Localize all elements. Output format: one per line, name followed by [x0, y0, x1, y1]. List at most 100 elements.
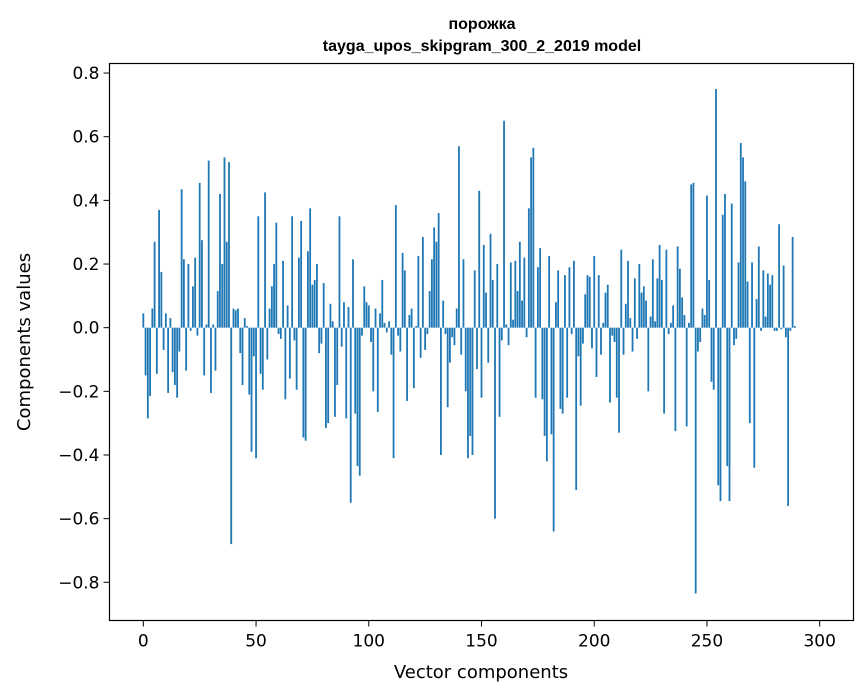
bar-78: [318, 327, 321, 354]
bar-168: [521, 300, 523, 328]
y-tick-label: 0.4: [72, 191, 99, 211]
bar-216: [629, 318, 632, 328]
bar-63: [284, 327, 287, 400]
bar-51: [257, 216, 260, 328]
bar-184: [557, 270, 560, 328]
bar-77: [316, 264, 318, 328]
y-tick-label: 0.0: [72, 319, 99, 339]
bar-146: [471, 327, 474, 455]
bar-188: [566, 327, 569, 398]
bar-198: [588, 276, 591, 328]
bar-156: [494, 327, 496, 519]
bar-56: [268, 308, 271, 328]
bar-105: [379, 313, 381, 328]
bar-37: [225, 241, 228, 328]
bar-97: [361, 327, 363, 336]
bar-176: [539, 248, 542, 328]
bar-45: [243, 318, 246, 328]
bar-74: [309, 208, 312, 328]
bar-79: [320, 327, 323, 344]
bar-29: [207, 160, 210, 328]
bar-280: [773, 327, 776, 331]
bar-112: [394, 205, 397, 328]
bar-108: [385, 327, 388, 333]
bar-100: [367, 305, 370, 328]
x-tick-label: 150: [465, 632, 497, 652]
bar-265: [739, 143, 742, 328]
bar-84: [331, 321, 334, 328]
bar-158: [498, 327, 501, 417]
bar-101: [370, 327, 372, 342]
bar-33: [216, 291, 219, 328]
bar-284: [782, 265, 785, 328]
bar-62: [282, 260, 284, 328]
bar-153: [487, 327, 490, 363]
plot-frame: [108, 62, 855, 622]
bar-136: [449, 327, 451, 363]
bar-113: [397, 327, 399, 336]
bar-178: [543, 327, 546, 436]
bar-245: [694, 327, 697, 594]
bar-4: [151, 308, 154, 328]
bar-102: [372, 327, 375, 392]
bar-167: [518, 241, 521, 328]
bar-117: [406, 327, 408, 401]
bar-82: [327, 327, 330, 424]
bar-285: [784, 327, 787, 338]
y-axis-label: Components values: [14, 253, 35, 431]
bar-270: [751, 262, 753, 328]
bar-288: [791, 236, 794, 328]
bar-207: [609, 327, 611, 403]
bar-155: [491, 279, 494, 328]
bar-159: [500, 327, 503, 341]
bar-232: [665, 249, 668, 328]
bar-228: [656, 278, 659, 328]
bar-172: [530, 157, 532, 328]
bar-15: [176, 327, 179, 398]
bar-43: [239, 327, 242, 354]
bar-144: [467, 327, 469, 459]
bar-95: [356, 327, 359, 467]
y-tick-label: −0.4: [58, 446, 99, 466]
bar-47: [248, 327, 251, 395]
bar-129: [433, 227, 436, 328]
bar-201: [595, 327, 598, 378]
bar-250: [706, 195, 708, 328]
bar-161: [505, 324, 508, 328]
bar-266: [742, 157, 744, 328]
bar-92: [349, 327, 352, 503]
bar-131: [437, 213, 440, 328]
y-tick-label: −0.6: [58, 510, 99, 530]
bar-160: [503, 120, 505, 328]
bar-162: [507, 327, 510, 346]
bar-68: [295, 327, 298, 390]
bar-81: [325, 327, 327, 428]
bar-32: [214, 327, 217, 371]
bar-22: [192, 286, 194, 328]
bar-124: [421, 236, 424, 328]
x-tick-label: 0: [138, 632, 149, 652]
y-tick-label: 0.6: [72, 128, 99, 148]
y-axis-ticks: 0.8 0.6 0.4 0.2 0.0 −0.2 −0.4 −0.6 −0.8: [58, 64, 110, 593]
bar-202: [597, 275, 600, 328]
bar-281: [775, 327, 778, 331]
bar-179: [545, 327, 548, 462]
bar-223: [645, 300, 647, 328]
bar-225: [649, 316, 652, 328]
bar-103: [374, 308, 377, 328]
bar-9: [162, 327, 165, 350]
bar-252: [710, 327, 713, 382]
bar-94: [354, 327, 357, 414]
bar-263: [735, 327, 738, 339]
bar-210: [615, 327, 618, 398]
bar-236: [674, 327, 677, 432]
bar-152: [485, 292, 487, 328]
bar-60: [277, 327, 280, 335]
bar-255: [717, 327, 720, 486]
bar-230: [660, 279, 663, 328]
bar-166: [516, 291, 519, 328]
bar-268: [746, 281, 749, 328]
bar-277: [766, 273, 769, 328]
bar-239: [681, 297, 684, 328]
